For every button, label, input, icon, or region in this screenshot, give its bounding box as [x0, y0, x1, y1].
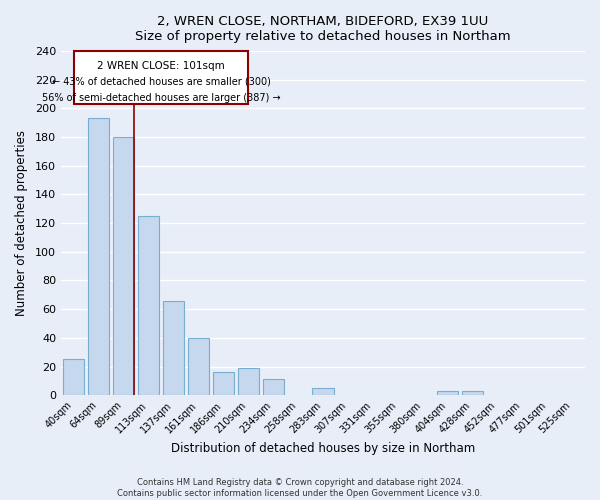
Bar	[212, 372, 234, 395]
Text: 2 WREN CLOSE: 101sqm: 2 WREN CLOSE: 101sqm	[97, 61, 225, 71]
Title: 2, WREN CLOSE, NORTHAM, BIDEFORD, EX39 1UU
Size of property relative to detached: 2, WREN CLOSE, NORTHAM, BIDEFORD, EX39 1…	[135, 15, 511, 43]
X-axis label: Distribution of detached houses by size in Northam: Distribution of detached houses by size …	[171, 442, 475, 455]
Text: 56% of semi-detached houses are larger (387) →: 56% of semi-detached houses are larger (…	[42, 92, 280, 102]
Bar	[63, 360, 84, 395]
Bar	[188, 338, 209, 395]
Bar	[313, 388, 334, 395]
Text: ← 43% of detached houses are smaller (300): ← 43% of detached houses are smaller (30…	[52, 77, 271, 87]
Bar	[462, 391, 484, 395]
Bar	[163, 300, 184, 395]
Bar	[138, 216, 159, 395]
Bar	[113, 137, 134, 395]
Text: Contains HM Land Registry data © Crown copyright and database right 2024.
Contai: Contains HM Land Registry data © Crown c…	[118, 478, 482, 498]
Y-axis label: Number of detached properties: Number of detached properties	[15, 130, 28, 316]
Bar	[88, 118, 109, 395]
Bar	[437, 391, 458, 395]
Bar	[263, 380, 284, 395]
Bar	[238, 368, 259, 395]
FancyBboxPatch shape	[74, 51, 248, 104]
